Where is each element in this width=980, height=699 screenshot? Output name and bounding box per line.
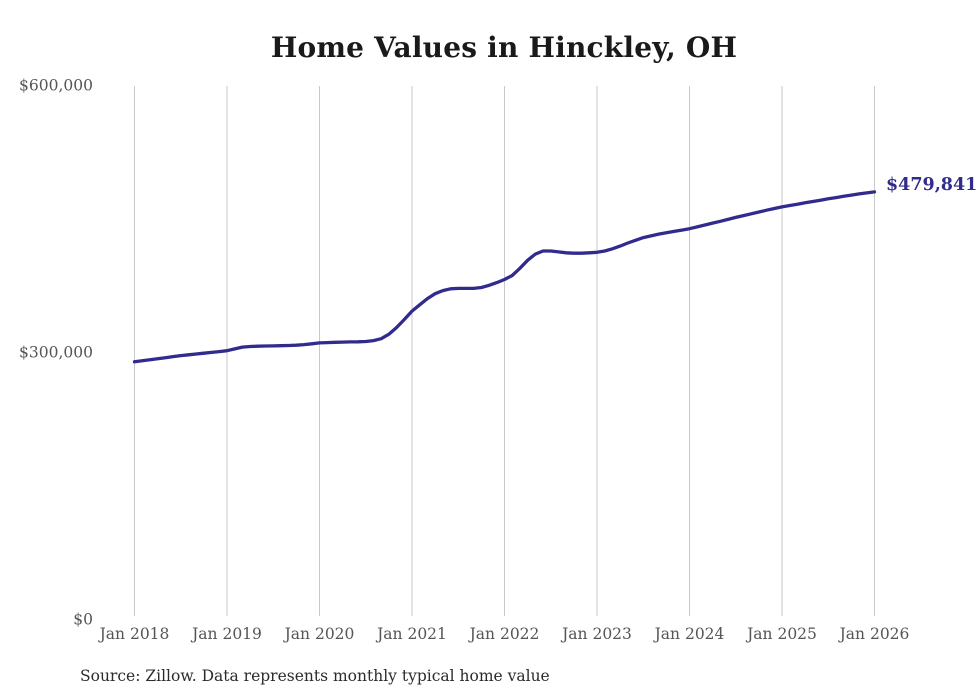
x-tick-label: Jan 2018 (98, 625, 170, 643)
x-tick-label: Jan 2023 (560, 625, 632, 643)
home-value-line (132, 190, 877, 364)
x-tick-label: Jan 2025 (745, 625, 817, 643)
x-tick-label: Jan 2024 (653, 625, 725, 643)
x-tick-label: Jan 2019 (190, 625, 262, 643)
x-tick-label: Jan 2020 (283, 625, 355, 643)
source-attribution: Source: Zillow. Data represents monthly … (80, 667, 550, 685)
x-tick-label: Jan 2026 (838, 625, 910, 643)
x-tick-label: Jan 2021 (375, 625, 447, 643)
y-tick-label: $300,000 (19, 344, 93, 362)
x-tick-label: Jan 2022 (468, 625, 540, 643)
latest-value-label: $479,841 (886, 175, 978, 195)
y-tick-label: $0 (73, 611, 93, 629)
chart-title: Home Values in Hinckley, OH (270, 31, 738, 64)
y-tick-label: $600,000 (19, 77, 93, 95)
